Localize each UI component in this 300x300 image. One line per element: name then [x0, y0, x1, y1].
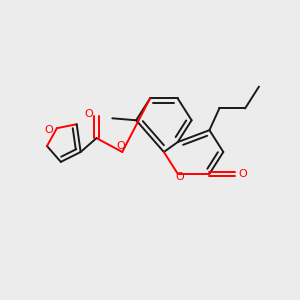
Text: O: O	[239, 169, 248, 179]
Text: O: O	[84, 109, 93, 119]
Text: O: O	[175, 172, 184, 182]
Text: O: O	[116, 141, 125, 151]
Text: O: O	[45, 125, 53, 135]
